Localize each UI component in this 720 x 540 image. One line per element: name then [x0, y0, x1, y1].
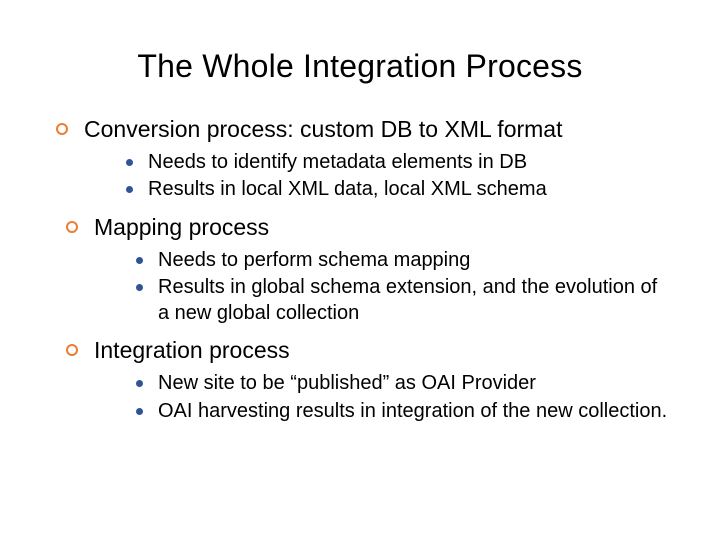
list-item: Needs to identify metadata elements in D… [84, 150, 670, 176]
list-item: OAI harvesting results in integration of… [94, 399, 670, 425]
item-text: Conversion process: custom DB to XML for… [84, 116, 563, 142]
bullet-list-level2: Needs to perform schema mapping Results … [94, 248, 670, 327]
item-text: Needs to identify metadata elements in D… [148, 151, 527, 173]
item-text: Results in global schema extension, and … [158, 276, 657, 324]
item-text: New site to be “published” as OAI Provid… [158, 372, 536, 394]
list-item: Results in local XML data, local XML sch… [84, 177, 670, 203]
item-text: Mapping process [94, 214, 269, 240]
bullet-list-level2: Needs to identify metadata elements in D… [84, 150, 670, 203]
list-item: Mapping process Needs to perform schema … [50, 213, 670, 327]
list-item: Needs to perform schema mapping [94, 248, 670, 274]
bullet-list-level2: New site to be “published” as OAI Provid… [94, 371, 670, 424]
list-item: New site to be “published” as OAI Provid… [94, 371, 670, 397]
slide: The Whole Integration Process Conversion… [0, 0, 720, 540]
list-item: Integration process New site to be “publ… [50, 336, 670, 424]
list-item: Conversion process: custom DB to XML for… [50, 115, 670, 203]
slide-title: The Whole Integration Process [50, 48, 670, 85]
list-item: Results in global schema extension, and … [94, 275, 670, 326]
item-text: OAI harvesting results in integration of… [158, 400, 667, 422]
bullet-list-level1: Conversion process: custom DB to XML for… [50, 115, 670, 424]
item-text: Needs to perform schema mapping [158, 249, 470, 271]
item-text: Integration process [94, 337, 290, 363]
item-text: Results in local XML data, local XML sch… [148, 178, 547, 200]
